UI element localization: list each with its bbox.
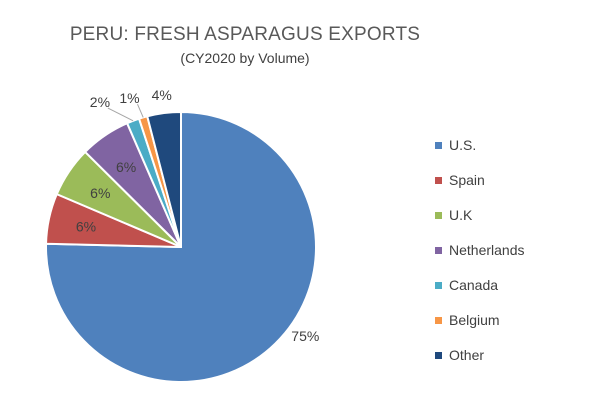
legend-swatch-u-s [435,142,442,149]
legend-item-u-s: U.S. [435,137,476,153]
leader-line-belgium [137,104,144,118]
legend-item-u-k: U.K [435,207,473,223]
legend-swatch-other [435,352,442,359]
legend-label-other: Other [449,347,484,363]
data-label-other: 4% [152,87,172,103]
legend-label-netherlands: Netherlands [449,242,525,258]
data-label-belgium: 1% [119,90,139,106]
leader-line-canada [107,107,134,122]
legend-swatch-u-k [435,212,442,219]
legend-swatch-belgium [435,317,442,324]
legend-label-belgium: Belgium [449,312,500,328]
chart-subtitle: (CY2020 by Volume) [180,50,309,66]
pie-slice-other [146,110,182,248]
legend-label-canada: Canada [449,277,498,293]
legend-label-u-k: U.K [449,207,473,223]
legend-swatch-netherlands [435,247,442,254]
legend-item-netherlands: Netherlands [435,242,525,258]
data-label-u-k: 6% [90,185,110,201]
legend-item-canada: Canada [435,277,498,293]
data-label-netherlands: 6% [116,159,136,175]
legend-item-spain: Spain [435,172,485,188]
data-label-spain: 6% [76,218,96,234]
data-labels: 75% 6% 6% 6% 2% 1% 4% [76,87,319,344]
pie-slices [45,110,317,383]
leader-lines [107,104,144,122]
legend-item-belgium: Belgium [435,312,500,328]
chart-title: PERU: FRESH ASPARAGUS EXPORTS [70,24,420,45]
legend-item-other: Other [435,347,484,363]
legend-label-spain: Spain [449,172,485,188]
legend-swatch-spain [435,177,442,184]
legend: U.S. Spain U.K Netherlands Canada Belgium Othe… [435,137,525,363]
legend-swatch-canada [435,282,442,289]
data-label-u-s: 75% [291,328,319,344]
legend-label-u-s: U.S. [449,137,476,153]
data-label-canada: 2% [90,94,110,110]
